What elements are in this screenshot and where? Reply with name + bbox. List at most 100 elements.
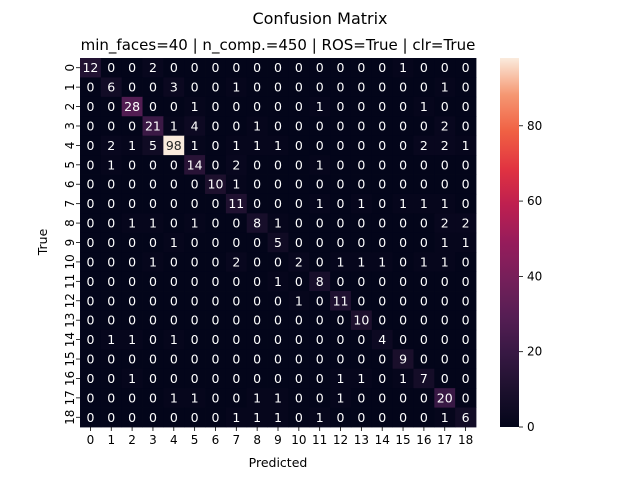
heatmap-cell: [350, 232, 373, 253]
heatmap-cell-label: 0: [337, 177, 345, 192]
heatmap-cell-label: 0: [295, 352, 303, 367]
heatmap-cell-label: 0: [86, 371, 94, 386]
x-axis-label: Predicted: [249, 455, 308, 470]
heatmap-cell-label: 0: [462, 157, 470, 172]
heatmap-cell: [330, 193, 352, 214]
heatmap-cell-label: 2: [441, 216, 449, 231]
heatmap-cell: [100, 174, 123, 195]
heatmap-cell: [246, 174, 268, 195]
heatmap-cell: [225, 193, 248, 214]
heatmap-cell: [350, 329, 373, 350]
heatmap-cell: [121, 116, 143, 137]
heatmap-cell: [163, 58, 185, 78]
y-tick-label: 12: [63, 293, 77, 308]
heatmap-cell-label: 28: [124, 99, 140, 114]
heatmap-cell-label: 0: [462, 371, 470, 386]
heatmap-cell-label: 0: [316, 352, 324, 367]
heatmap-cell: [267, 329, 289, 350]
heatmap-cell-label: 8: [253, 216, 261, 231]
heatmap-cell-label: 0: [107, 293, 115, 308]
heatmap-cell: [350, 174, 373, 195]
heatmap-cell: [350, 193, 373, 214]
heatmap-cell: [350, 407, 373, 428]
heatmap-cell: [225, 407, 248, 428]
heatmap-cell: [371, 232, 394, 253]
heatmap-cell: [184, 155, 206, 175]
heatmap-cell: [246, 388, 268, 408]
heatmap-cell: [100, 155, 123, 175]
heatmap-cell: [309, 407, 331, 428]
heatmap-cell-label: 0: [399, 293, 407, 308]
heatmap-cell-label: 0: [462, 99, 470, 114]
heatmap-cell-label: 0: [149, 313, 157, 328]
heatmap-cell-label: 0: [274, 177, 282, 192]
heatmap-cell: [163, 135, 185, 156]
heatmap-cell: [205, 135, 227, 156]
colorbar-tick-label: 80: [527, 119, 542, 133]
heatmap-cell: [413, 368, 435, 389]
heatmap-cell: [100, 349, 123, 370]
heatmap-cell: [142, 193, 164, 214]
heatmap-cell: [350, 213, 373, 234]
heatmap-cell: [371, 310, 394, 331]
heatmap-cell-label: 1: [420, 196, 428, 211]
heatmap-cell: [434, 271, 456, 292]
heatmap-cell: [330, 135, 352, 156]
heatmap-cell-label: 0: [211, 196, 219, 211]
heatmap-cell-label: 0: [337, 60, 345, 75]
heatmap-cell-label: 0: [441, 177, 449, 192]
heatmap-cell-label: 2: [149, 60, 157, 75]
heatmap-cell-label: 0: [316, 390, 324, 405]
heatmap-cell-label: 0: [399, 390, 407, 405]
heatmap-cell: [350, 271, 373, 292]
heatmap-cell-label: 0: [295, 332, 303, 347]
heatmap-cell: [371, 193, 394, 214]
heatmap-cell: [413, 232, 435, 253]
heatmap-cell: [455, 213, 477, 234]
heatmap-cell: [392, 388, 414, 408]
heatmap-cell-label: 0: [170, 410, 178, 425]
y-tick-label: 2: [63, 103, 77, 111]
colorbar-tick-label: 60: [527, 194, 542, 208]
heatmap-cell: [163, 96, 185, 117]
heatmap-cell-label: 0: [191, 254, 199, 269]
heatmap-cell: [225, 174, 248, 195]
heatmap-cell: [205, 252, 227, 273]
heatmap-cell-label: 0: [86, 313, 94, 328]
heatmap-cell: [142, 388, 164, 408]
x-tick-label: 7: [232, 433, 240, 447]
heatmap-cell: [350, 368, 373, 389]
heatmap-cell: [163, 116, 185, 137]
x-tick-label: 8: [253, 433, 261, 447]
x-tick-label: 13: [354, 433, 369, 447]
heatmap-cell: [392, 96, 414, 117]
heatmap-cell-label: 0: [274, 371, 282, 386]
heatmap-cell-label: 0: [274, 157, 282, 172]
heatmap-cell: [163, 407, 185, 428]
x-tick-label: 18: [458, 433, 473, 447]
heatmap-cell-label: 0: [86, 390, 94, 405]
x-axis-ticks: 0 1 2 3 4 5 6 7 8 9 10 11 12 13 14 15 16 17 18: [87, 427, 473, 447]
x-tick-label: 2: [128, 433, 136, 447]
heatmap-cell: [371, 407, 394, 428]
heatmap-cell-label: 1: [378, 254, 386, 269]
heatmap-cell-label: 0: [420, 293, 428, 308]
heatmap-cell-label: 0: [274, 60, 282, 75]
heatmap-cell-label: 0: [441, 352, 449, 367]
y-tick-label: 13: [63, 313, 77, 328]
heatmap-cell: [371, 155, 394, 175]
heatmap-cell-label: 0: [274, 80, 282, 95]
heatmap-cell: [80, 349, 102, 370]
heatmap-cell-label: 0: [399, 118, 407, 133]
heatmap-cell: [100, 252, 123, 273]
heatmap-cell: [413, 58, 435, 78]
heatmap-cell: [330, 174, 352, 195]
heatmap-cell: [121, 368, 143, 389]
heatmap-cell-label: 0: [232, 274, 240, 289]
heatmap-cell-label: 0: [253, 196, 261, 211]
heatmap-cell-label: 0: [211, 235, 219, 250]
heatmap-cell-label: 0: [86, 157, 94, 172]
heatmap-cell: [246, 407, 268, 428]
heatmap-cell-label: 0: [441, 332, 449, 347]
heatmap-cell: [142, 213, 164, 234]
